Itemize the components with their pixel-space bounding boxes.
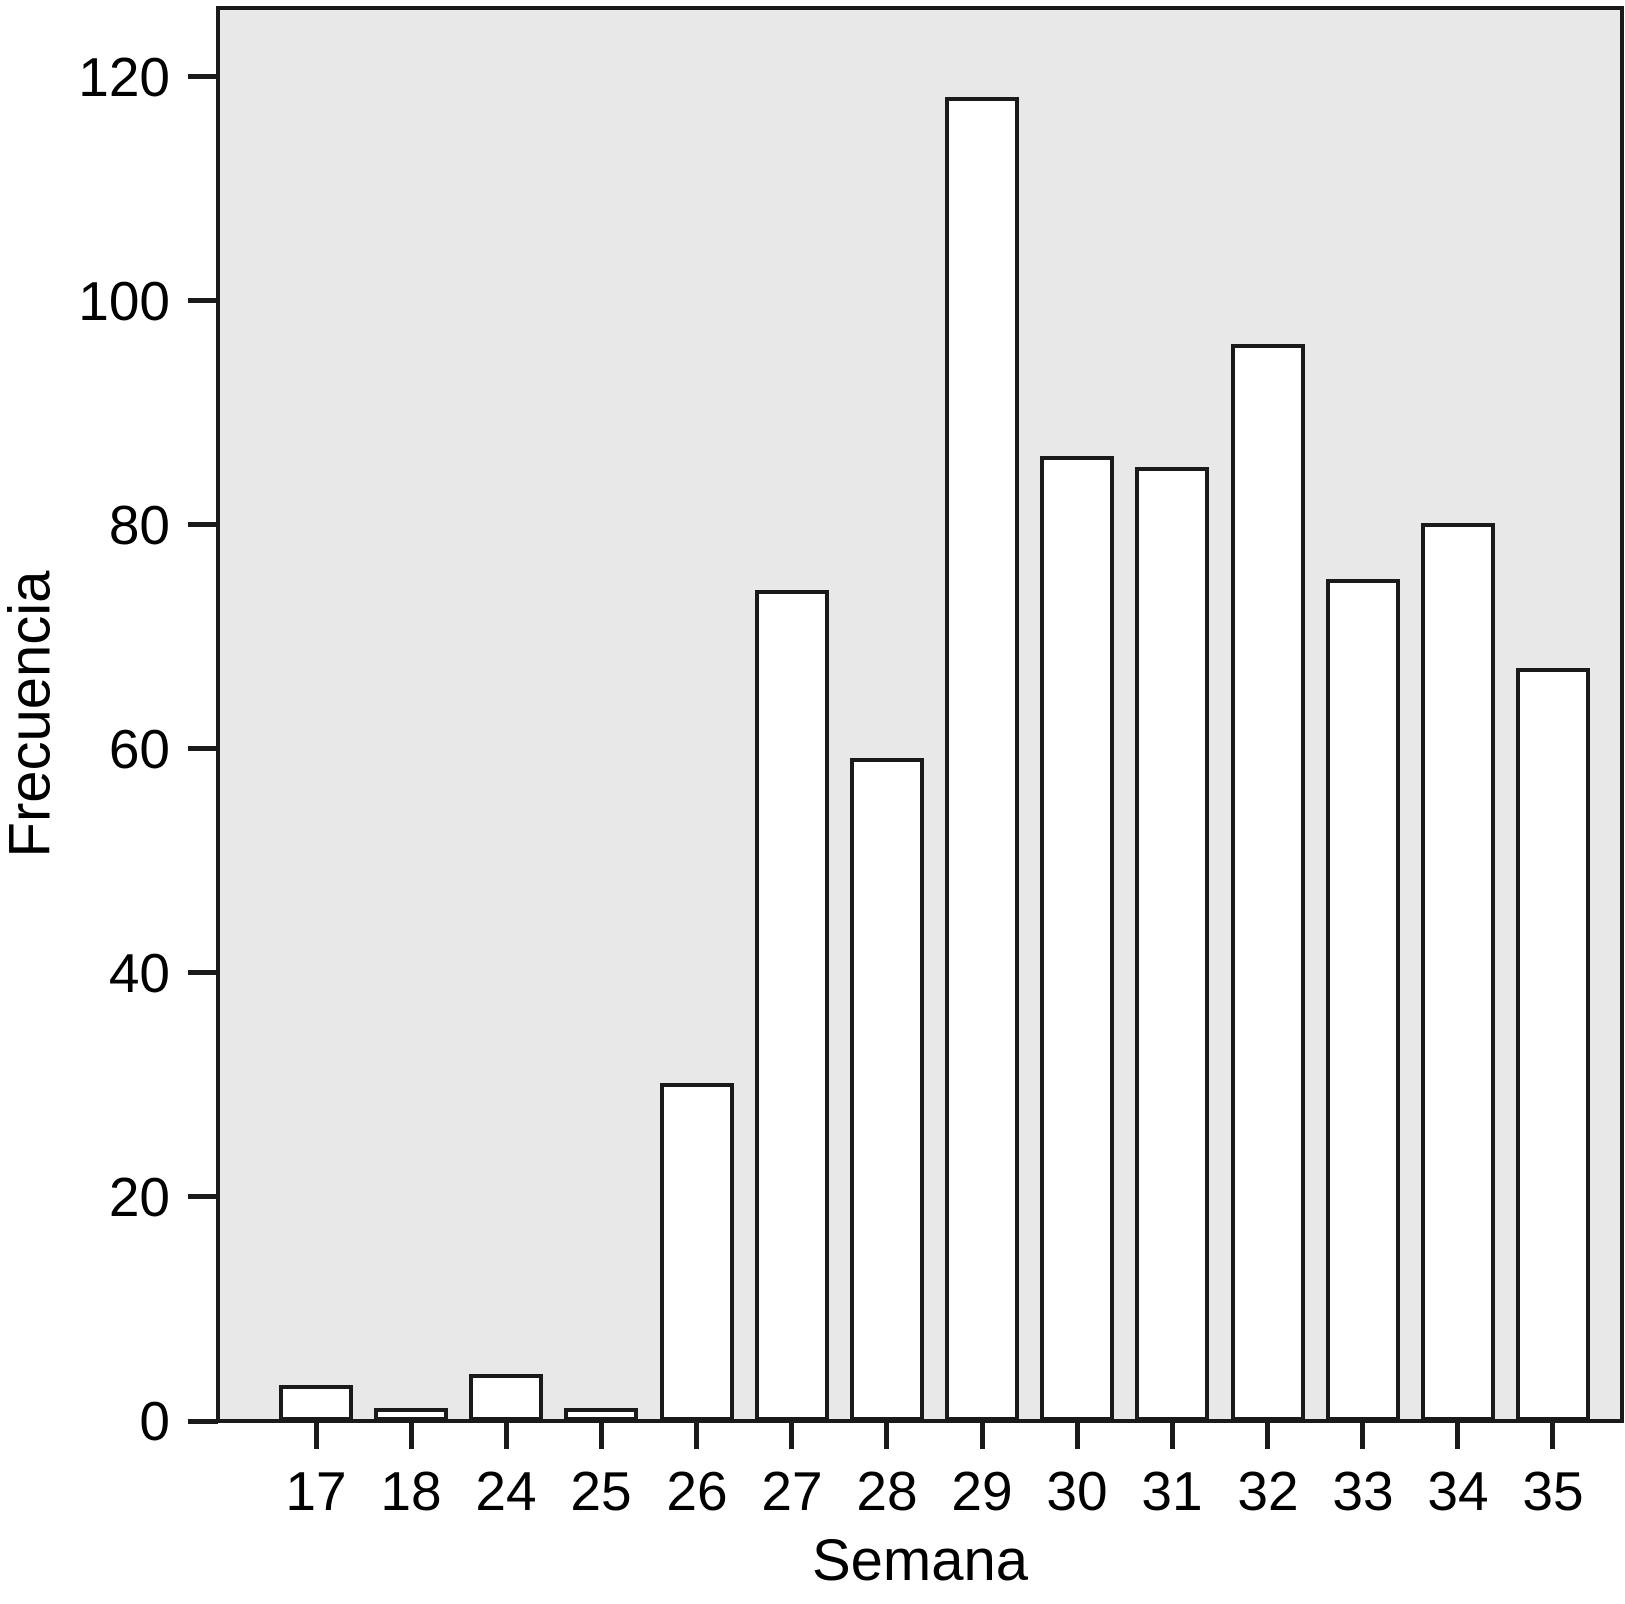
y-tick-mark-80 [188,522,218,527]
x-tick-label-31: 31 [1141,1460,1203,1522]
bar-30 [1040,456,1114,1421]
x-tick-label-25: 25 [570,1460,632,1522]
x-tick-mark-27 [789,1423,794,1449]
x-tick-label-29: 29 [951,1460,1013,1522]
bar-25 [564,1408,638,1421]
bar-34 [1421,523,1495,1421]
bar-29 [945,97,1019,1421]
bar-28 [850,758,924,1421]
y-tick-mark-100 [188,298,218,303]
bar-35 [1516,668,1590,1421]
x-tick-mark-31 [1170,1423,1175,1449]
x-axis-title: Semana [811,1528,1029,1593]
x-tick-label-33: 33 [1332,1460,1394,1522]
x-tick-label-32: 32 [1237,1460,1299,1522]
x-tick-label-26: 26 [666,1460,728,1522]
x-tick-mark-24 [504,1423,509,1449]
x-tick-mark-18 [409,1423,414,1449]
y-tick-label-0: 0 [139,1390,170,1452]
y-tick-mark-0 [188,1419,218,1424]
bar-26 [660,1083,734,1421]
bar-18 [374,1408,448,1421]
bar-33 [1326,579,1400,1421]
y-tick-label-60: 60 [108,718,170,780]
bar-32 [1231,344,1305,1421]
bar-27 [755,590,829,1421]
y-tick-label-120: 120 [78,46,170,108]
x-tick-mark-30 [1075,1423,1080,1449]
x-tick-label-18: 18 [380,1460,442,1522]
x-tick-mark-28 [884,1423,889,1449]
x-tick-label-34: 34 [1427,1460,1489,1522]
x-tick-mark-34 [1455,1423,1460,1449]
y-tick-label-40: 40 [108,942,170,1004]
x-tick-mark-25 [599,1423,604,1449]
x-tick-mark-29 [980,1423,985,1449]
bar-17 [279,1385,353,1421]
x-tick-label-35: 35 [1522,1460,1584,1522]
x-tick-label-30: 30 [1046,1460,1108,1522]
y-tick-mark-60 [188,746,218,751]
y-tick-label-80: 80 [108,494,170,556]
x-tick-label-28: 28 [856,1460,918,1522]
x-tick-label-24: 24 [475,1460,537,1522]
bar-31 [1135,467,1209,1421]
y-tick-label-20: 20 [108,1166,170,1228]
y-tick-label-100: 100 [78,270,170,332]
x-tick-label-27: 27 [761,1460,823,1522]
y-tick-mark-120 [188,74,218,79]
x-tick-mark-33 [1360,1423,1365,1449]
y-tick-mark-40 [188,970,218,975]
bar-24 [469,1374,543,1421]
y-tick-mark-20 [188,1194,218,1199]
x-tick-mark-26 [694,1423,699,1449]
x-tick-mark-35 [1550,1423,1555,1449]
y-axis-title: Frecuencia [0,570,63,858]
x-tick-mark-32 [1265,1423,1270,1449]
x-tick-mark-17 [314,1423,319,1449]
x-tick-label-17: 17 [285,1460,347,1522]
